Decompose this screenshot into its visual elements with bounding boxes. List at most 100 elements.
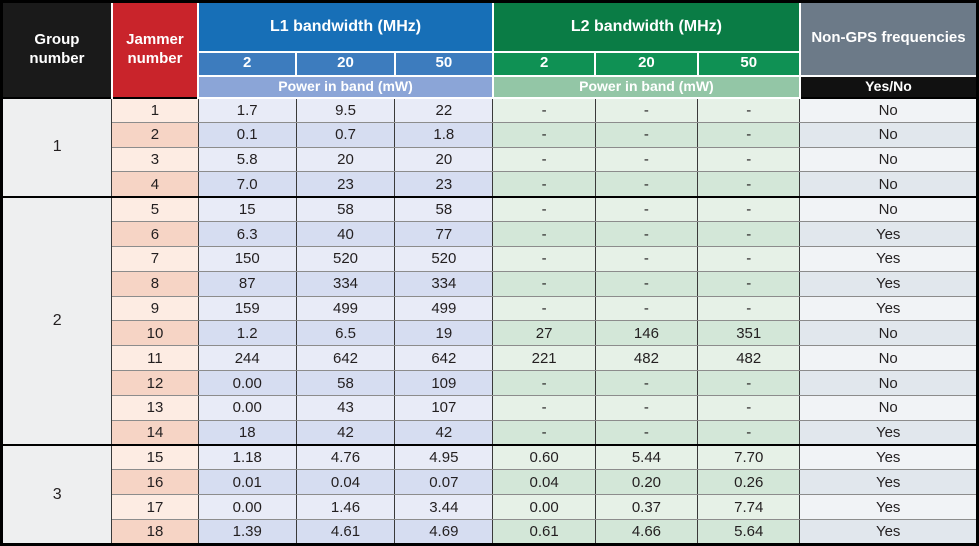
table-row: 16 0.01 0.04 0.07 0.04 0.20 0.26 Yes (2, 469, 978, 496)
jammer-number-cell: 10 (111, 320, 199, 347)
jammer-number-cell: 1 (111, 96, 199, 123)
jammer-number-cell: 2 (111, 121, 199, 148)
l1-power-value-20mhz: 4.76 (295, 444, 396, 471)
l2-power-value-50mhz: - (697, 370, 801, 396)
header-row-titles: Group number Jammer number L1 bandwidth … (1, 1, 978, 98)
l1-power-value-20mhz: 43 (295, 394, 396, 421)
l1-power-value-50mhz: 4.95 (394, 444, 494, 471)
l2-power-value-50mhz: 0.26 (697, 469, 801, 496)
yes-no-header: Yes/No (798, 74, 978, 98)
l2-power-value-2mhz: - (492, 96, 596, 123)
l2-power-value-50mhz: - (697, 419, 801, 446)
l2-power-value-50mhz: - (697, 270, 801, 297)
nongps-yesno-cell: No (799, 394, 978, 421)
jammer-number-cell: 12 (111, 370, 199, 396)
l2-power-value-50mhz: - (697, 121, 801, 148)
l2-power-value-20mhz: - (594, 221, 699, 247)
jammer-number-cell: 8 (111, 270, 199, 297)
l1-power-value-50mhz: 3.44 (394, 494, 494, 521)
l2-power-value-2mhz: 0.61 (492, 519, 596, 545)
l2-power-value-50mhz: 5.64 (697, 519, 801, 545)
l2-power-value-20mhz: - (594, 121, 699, 148)
table-row: 12 0.00 58 109- - - No (2, 370, 978, 396)
l2-bandwidth-header: L2 bandwidth (MHz) (491, 1, 801, 53)
l2-power-value-20mhz: 5.44 (594, 444, 699, 471)
l1-power-value-20mhz: 642 (295, 345, 396, 372)
nongps-yesno-cell: No (799, 195, 978, 223)
l2-power-value-50mhz: - (697, 146, 801, 173)
l1-power-value-20mhz: 520 (295, 245, 396, 272)
l1-power-value-50mhz: 642 (394, 345, 494, 372)
nongps-yesno-cell: Yes (799, 245, 978, 272)
l2-power-value-50mhz: 7.70 (697, 444, 801, 471)
nongps-yesno-cell: No (799, 171, 978, 198)
l1-power-value-50mhz: 20 (394, 146, 494, 173)
l2-power-value-20mhz: 146 (594, 320, 699, 347)
l1-power-value-20mhz: 58 (295, 370, 396, 396)
l1-bw-2-header: 2 (197, 50, 298, 77)
l1-power-value-20mhz: 20 (295, 146, 396, 173)
jammer-number-cell: 11 (111, 345, 199, 372)
l2-bw-20-header: 20 (594, 50, 699, 77)
l2-bw-50-header: 50 (696, 50, 801, 77)
l2-power-value-20mhz: - (594, 195, 699, 223)
l2-power-value-50mhz: - (697, 96, 801, 123)
l1-power-value-2mhz: 1.18 (197, 444, 297, 471)
l2-power-value-2mhz: - (492, 295, 596, 322)
l1-power-value-2mhz: 0.00 (197, 370, 297, 396)
table-row: 3 15 1.18 4.76 4.95 0.60 5.44 7.70 Yes (0, 444, 978, 546)
l1-power-value-2mhz: 1.7 (197, 96, 297, 123)
l1-power-value-50mhz: 19 (394, 320, 494, 347)
l1-power-value-20mhz: 40 (295, 221, 396, 247)
jammer-number-header: Jammer number (110, 1, 200, 98)
l1-power-value-50mhz: 42 (394, 419, 494, 446)
table-row: 10 1.2 6.5 19 27 146 351 No (2, 320, 978, 347)
l1-power-value-20mhz: 23 (295, 171, 396, 198)
nongps-yesno-cell: No (799, 121, 978, 148)
l2-bw-2-header: 2 (491, 50, 597, 77)
nongps-frequencies-header: Non-GPS frequencies (798, 1, 978, 77)
l1-power-value-20mhz: 499 (295, 295, 396, 322)
l2-power-value-2mhz: - (492, 245, 596, 272)
l1-power-value-2mhz: 1.2 (197, 320, 297, 347)
l1-power-value-2mhz: 150 (197, 245, 297, 272)
group-number-cell: 2 (0, 195, 113, 446)
nongps-yesno-cell: No (799, 96, 978, 123)
l2-power-value-20mhz: 4.66 (594, 519, 699, 545)
l2-power-value-20mhz: - (594, 96, 699, 123)
group-number-cell: 1 (0, 96, 113, 198)
l2-power-value-2mhz: - (492, 419, 596, 446)
l1-power-value-20mhz: 334 (295, 270, 396, 297)
nongps-yesno-cell: Yes (799, 270, 978, 297)
nongps-yesno-cell: No (799, 370, 978, 396)
jammer-number-cell: 6 (111, 221, 199, 247)
l2-power-value-20mhz: - (594, 394, 699, 421)
l1-power-value-2mhz: 244 (197, 345, 297, 372)
l2-power-value-20mhz: - (594, 295, 699, 322)
l1-power-value-50mhz: 334 (394, 270, 494, 297)
l1-power-value-50mhz: 0.07 (394, 469, 494, 496)
table-row: 2 5 15 58 58- - - No (0, 195, 978, 446)
l2-power-value-50mhz: - (697, 295, 801, 322)
l2-power-value-20mhz: 482 (594, 345, 699, 372)
nongps-yesno-cell: Yes (799, 295, 978, 322)
l1-bw-50-header: 50 (393, 50, 494, 77)
header-row-power: Power in band (mW) Power in band (mW) Ye… (2, 74, 978, 99)
l1-power-value-2mhz: 159 (197, 295, 297, 322)
table-row: 7 150 520 520- - - Yes (2, 245, 978, 272)
l2-power-value-2mhz: - (492, 146, 596, 173)
table-row: 17 0.00 1.46 3.44 0.00 0.37 7.74 Yes (2, 494, 978, 521)
table-row: 14 18 42 42- - - Yes (2, 419, 978, 446)
l2-power-value-50mhz: - (697, 171, 801, 198)
l2-power-value-20mhz: - (594, 171, 699, 198)
l1-power-value-20mhz: 6.5 (295, 320, 396, 347)
l1-power-value-50mhz: 58 (394, 195, 494, 223)
group-number-header: Group number (1, 1, 113, 98)
l1-power-value-50mhz: 499 (394, 295, 494, 322)
nongps-yesno-cell: Yes (799, 419, 978, 446)
l1-power-value-2mhz: 0.1 (197, 121, 297, 148)
table-body: 1 1 1.7 9.5 22- - - No 2 0.1 0.7 1.8- - - No 3 5.8 20 20- -… (0, 96, 978, 546)
jammer-number-cell: 7 (111, 245, 199, 272)
l1-power-value-20mhz: 0.04 (295, 469, 396, 496)
l1-power-value-2mhz: 15 (197, 195, 297, 223)
